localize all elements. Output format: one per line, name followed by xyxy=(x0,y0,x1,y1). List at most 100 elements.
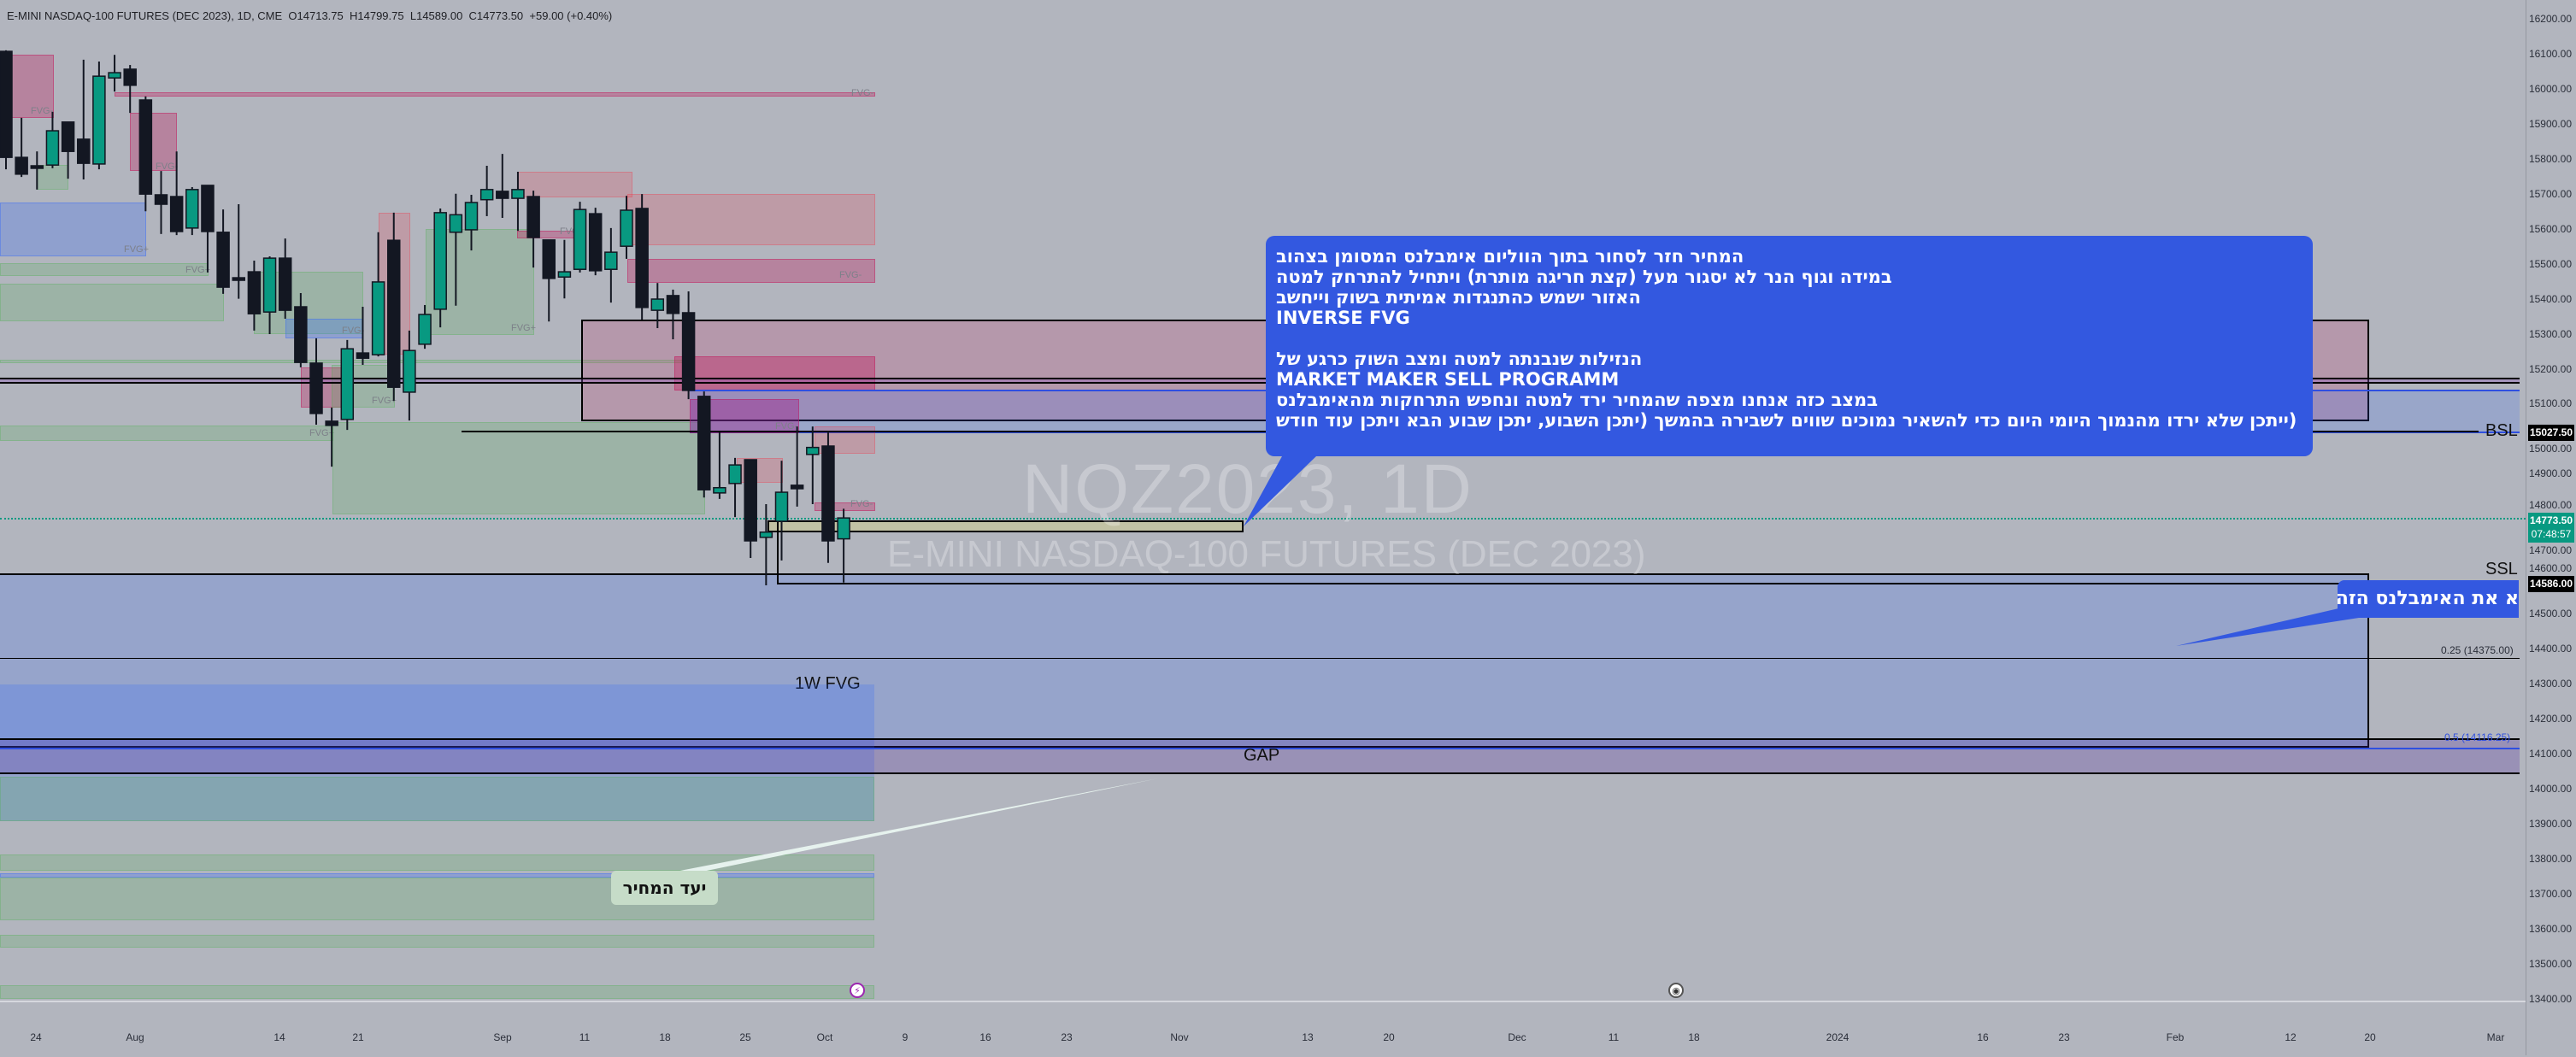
candle xyxy=(201,185,215,273)
time-tick: 12 xyxy=(2285,1031,2297,1043)
price-tick: 14000.00 xyxy=(2528,782,2572,795)
fvg-zone xyxy=(0,878,874,920)
time-tick: 18 xyxy=(659,1031,671,1043)
fib-05-label: 0.5 (14116.25) xyxy=(2444,731,2511,743)
note-line: הנזילות שנבנתה למטה ומצב השוק כרגע של xyxy=(1276,349,1643,369)
candle xyxy=(620,196,633,259)
candle-body xyxy=(403,349,416,393)
time-tick: 21 xyxy=(352,1031,364,1043)
candle-body xyxy=(728,464,742,484)
candle xyxy=(557,239,572,299)
bsl-price-label: 15027.50 xyxy=(2528,425,2574,441)
candle-body xyxy=(449,214,463,233)
candle-body xyxy=(138,99,153,195)
candle-body xyxy=(15,156,28,175)
candle xyxy=(262,256,277,334)
candle xyxy=(309,338,323,426)
candle xyxy=(433,208,447,328)
fvg-label: FVG- xyxy=(850,499,873,509)
candle xyxy=(340,339,355,431)
candle xyxy=(278,238,292,319)
candle-body xyxy=(744,459,757,542)
candle-body xyxy=(666,295,680,314)
candle xyxy=(759,503,773,585)
fvg-zone xyxy=(115,92,875,97)
candle-body xyxy=(92,75,106,165)
price-tick: 15400.00 xyxy=(2528,292,2572,305)
ssl-line[interactable] xyxy=(777,583,2479,584)
candle xyxy=(713,432,726,499)
time-axis[interactable]: 24 Aug 14 21 Sep 11 18 25 Oct 9 16 23 Nov 13 20 Dec 11 18… xyxy=(0,1001,2526,1057)
candle xyxy=(30,151,44,190)
fvg-zone xyxy=(0,284,224,321)
candle xyxy=(790,426,804,507)
analysis-note[interactable]: המחיר חזר לסחור בתוך הווליום אימבלנס המס… xyxy=(1266,236,2313,456)
price-tick: 15000.00 xyxy=(2528,443,2572,455)
volume-imbalance-band[interactable] xyxy=(0,378,2520,384)
candle xyxy=(496,154,509,219)
fvg-label: FVG- xyxy=(775,421,798,432)
price-tick: 13800.00 xyxy=(2528,852,2572,865)
candle xyxy=(108,55,121,92)
candle-body xyxy=(573,208,587,270)
candle xyxy=(325,407,338,467)
fvg-label: FVG+ xyxy=(185,265,211,275)
candle xyxy=(635,194,649,320)
time-tick: Sep xyxy=(493,1031,512,1043)
price-tick: 15300.00 xyxy=(2528,327,2572,340)
time-tick: 18 xyxy=(1688,1031,1700,1043)
imbalance-note[interactable]: א את האימבלנס הזה xyxy=(2338,580,2519,618)
candle xyxy=(479,165,494,216)
note-line: האזור ישמש כהתנגדות אמיתית בשוק וייחשב xyxy=(1276,287,1641,308)
price-tick: 13600.00 xyxy=(2528,922,2572,935)
candle-body xyxy=(30,165,44,169)
time-tick: 2024 xyxy=(1826,1031,1850,1043)
candle xyxy=(650,283,665,328)
ohlc-change: +59.00 (+0.40%) xyxy=(529,9,613,22)
candle xyxy=(464,194,479,251)
ohlc-close: C14773.50 xyxy=(468,9,524,22)
price-tick: 13500.00 xyxy=(2528,957,2572,970)
fvg-label: FVG- xyxy=(156,161,179,172)
fvg-label: FVG- xyxy=(851,88,874,98)
ssl-anchor xyxy=(777,514,779,583)
candle-body xyxy=(61,121,75,152)
fvg-label: FVG+ xyxy=(511,323,537,333)
symbol-header[interactable]: E-MINI NASDAQ-100 FUTURES (DEC 2023), 1D… xyxy=(7,9,612,22)
time-tick: 20 xyxy=(1383,1031,1395,1043)
candle-body xyxy=(821,445,835,542)
price-tick: 16100.00 xyxy=(2528,47,2572,60)
candle-body xyxy=(790,484,804,490)
fvg-zone xyxy=(130,113,177,171)
gap-zone[interactable] xyxy=(0,738,2520,774)
price-axis[interactable]: 16200.00 16100.00 16000.00 15900.00 15800.00… xyxy=(2526,0,2576,1055)
fvg-zone xyxy=(332,422,705,514)
candle xyxy=(356,307,370,365)
watermark-name: E-MINI NASDAQ-100 FUTURES (DEC 2023) xyxy=(887,533,1646,575)
fib-05-line[interactable] xyxy=(0,748,2520,749)
price-tick: 14900.00 xyxy=(2528,467,2572,480)
lightning-icon[interactable]: ⚡ xyxy=(850,983,865,998)
candle xyxy=(247,260,262,331)
candle-body xyxy=(837,517,850,540)
candle-body xyxy=(356,352,370,359)
weekly-fvg-box[interactable] xyxy=(0,573,2369,748)
time-tick: Dec xyxy=(1508,1031,1526,1043)
candle xyxy=(681,291,696,400)
event-icon[interactable]: ◉ xyxy=(1668,983,1684,998)
price-target-label[interactable]: יעד המחיר xyxy=(611,871,718,905)
fib-025-line[interactable] xyxy=(0,658,2520,659)
time-tick: 13 xyxy=(1302,1031,1314,1043)
candle xyxy=(371,232,385,357)
bar-countdown: 07:48:57 xyxy=(2531,528,2572,540)
last-price: 14773.50 xyxy=(2529,514,2573,526)
volume-imbalance-yellow[interactable] xyxy=(768,520,1244,532)
time-tick: 11 xyxy=(1608,1031,1620,1043)
candle-body xyxy=(278,257,292,311)
candle xyxy=(294,293,308,367)
note-line: MARKET MAKER SELL PROGRAMM xyxy=(1276,369,1620,390)
candle xyxy=(123,65,137,114)
ohlc-low: L14589.00 xyxy=(409,9,463,22)
chart-pane[interactable]: FVG- FVG- FVG- FVG+ FVG+ FVG- FVG+ FVG+ … xyxy=(0,0,2526,1000)
candle xyxy=(169,151,184,236)
